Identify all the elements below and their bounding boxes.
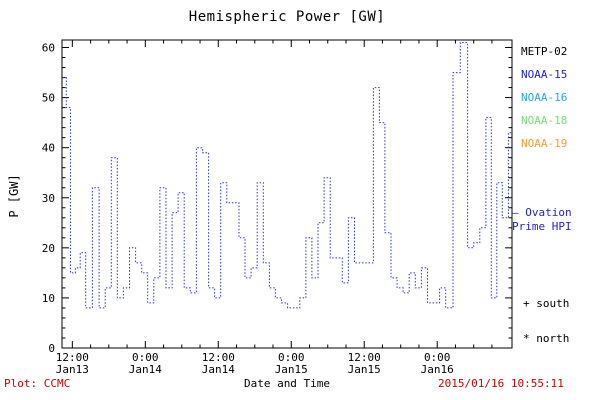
x-tick-time-label: 12:00 bbox=[202, 351, 235, 364]
legend-item-noaa-18: NOAA-18 bbox=[521, 114, 568, 127]
x-tick-time-label: 12:00 bbox=[348, 351, 381, 364]
model-legend: — Ovation Prime HPI bbox=[512, 206, 572, 234]
satellite-legend: METP-02 NOAA-15 NOAA-16 NOAA-18 NOAA-19 bbox=[521, 40, 567, 155]
x-tick-time-label: 0:00 bbox=[278, 351, 305, 364]
south-marker-label: + south bbox=[523, 297, 570, 310]
north-marker-label: * north bbox=[523, 332, 570, 345]
x-tick-date-label: Jan15 bbox=[348, 363, 381, 376]
model-legend-line1: — Ovation bbox=[512, 206, 572, 219]
timestamp: 2015/01/16 10:55:11 bbox=[438, 377, 564, 390]
y-tick-label: 50 bbox=[42, 92, 55, 105]
model-legend-line2: Prime HPI bbox=[512, 220, 572, 233]
y-tick-label: 10 bbox=[42, 292, 55, 305]
x-tick-date-label: Jan13 bbox=[56, 363, 89, 376]
y-tick-label: 0 bbox=[48, 342, 55, 355]
x-tick-time-label: 0:00 bbox=[424, 351, 451, 364]
y-tick-label: 60 bbox=[42, 42, 55, 55]
legend-item-noaa-16: NOAA-16 bbox=[521, 91, 568, 104]
x-tick-time-label: 12:00 bbox=[56, 351, 89, 364]
plot-credit: Plot: CCMC bbox=[4, 377, 71, 390]
y-tick-label: 30 bbox=[42, 192, 55, 205]
y-tick-label: 20 bbox=[42, 242, 55, 255]
plot-title: Hemispheric Power [GW] bbox=[188, 9, 386, 25]
y-tick-label: 40 bbox=[42, 142, 55, 155]
legend-item-noaa-15: NOAA-15 bbox=[521, 68, 568, 81]
x-tick-date-label: Jan14 bbox=[129, 363, 162, 376]
x-tick-date-label: Jan14 bbox=[202, 363, 235, 376]
plot-box bbox=[61, 39, 513, 349]
x-tick-date-label: Jan16 bbox=[421, 363, 454, 376]
hpi-step-line bbox=[62, 42, 512, 309]
legend-item-noaa-19: NOAA-19 bbox=[521, 137, 568, 150]
x-axis-label: Date and Time bbox=[243, 377, 331, 390]
legend-item-metp-02: METP-02 bbox=[521, 45, 568, 58]
x-tick-date-label: Jan15 bbox=[275, 363, 308, 376]
x-tick-time-label: 0:00 bbox=[132, 351, 159, 364]
